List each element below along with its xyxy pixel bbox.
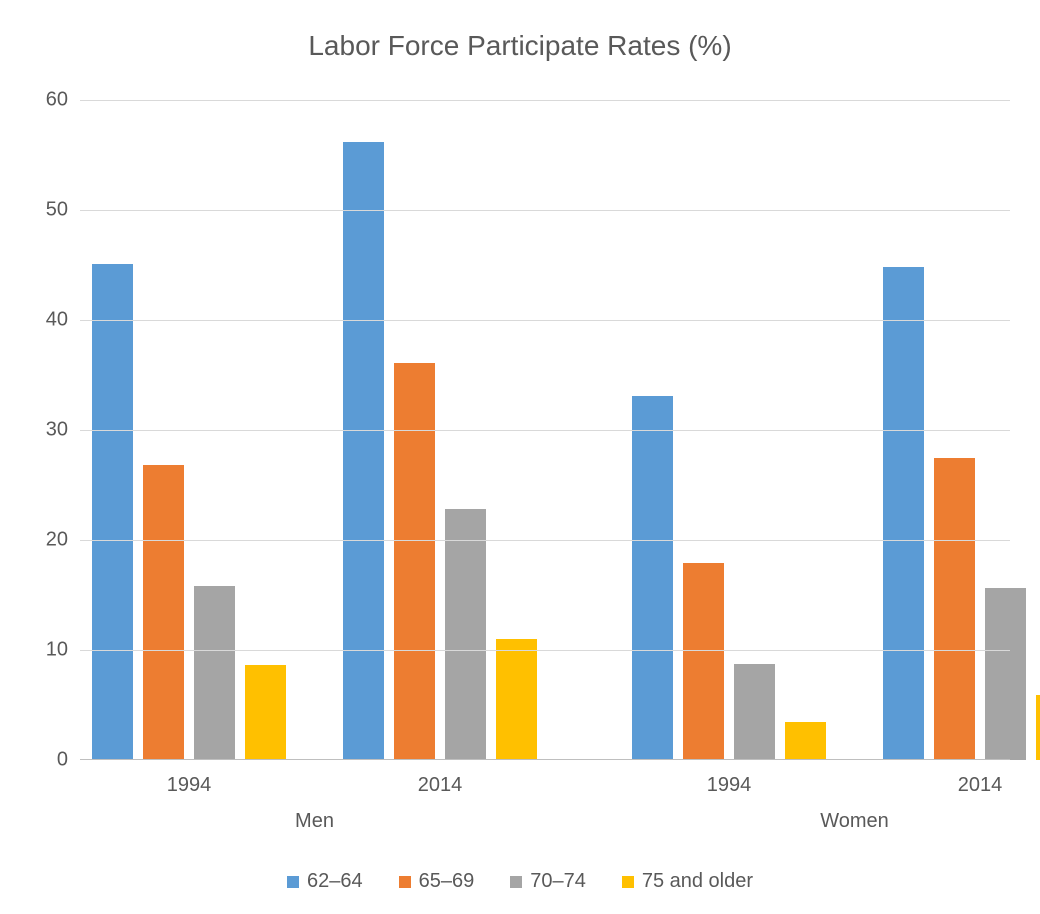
gridline [80,540,1010,541]
bar [883,267,924,760]
x-axis-line [80,759,1010,760]
ytick-label: 50 [46,199,80,222]
ytick-label: 40 [46,309,80,332]
legend-label: 62–64 [307,870,363,893]
ytick-label: 0 [57,749,80,772]
bar [394,363,435,760]
bar [985,588,1026,760]
bar [343,142,384,760]
bar [785,722,826,761]
bar [245,665,286,760]
gridline [80,650,1010,651]
gridline [80,100,1010,101]
bar [632,396,673,760]
bar [194,586,235,760]
bar [496,639,537,760]
x-year-label: 2014 [418,774,463,797]
x-group-label: Men [295,810,334,833]
legend-swatch [399,876,411,888]
legend: 62–64 65–69 70–74 75 and older [0,870,1040,893]
legend-swatch [510,876,522,888]
legend-label: 70–74 [530,870,586,893]
ytick-label: 60 [46,89,80,112]
x-group-label: Women [820,810,889,833]
gridline [80,430,1010,431]
legend-swatch [622,876,634,888]
x-year-label: 1994 [707,774,752,797]
bar [445,509,486,760]
x-year-label: 2014 [958,774,1003,797]
legend-item: 70–74 [510,870,586,893]
legend-label: 75 and older [642,870,753,893]
ytick-label: 20 [46,529,80,552]
ytick-label: 30 [46,419,80,442]
plot-area: 0102030405060 [80,100,1010,760]
legend-item: 65–69 [399,870,475,893]
chart-title: Labor Force Participate Rates (%) [0,30,1040,62]
gridline [80,320,1010,321]
legend-label: 65–69 [419,870,475,893]
gridline [80,210,1010,211]
ytick-label: 10 [46,639,80,662]
bar [683,563,724,760]
legend-swatch [287,876,299,888]
legend-item: 62–64 [287,870,363,893]
x-year-label: 1994 [167,774,212,797]
chart-container: Labor Force Participate Rates (%) 010203… [0,0,1040,914]
bar [1036,695,1040,760]
legend-item: 75 and older [622,870,753,893]
bar [934,458,975,761]
bar [734,664,775,760]
bar [143,465,184,760]
bar [92,264,133,760]
